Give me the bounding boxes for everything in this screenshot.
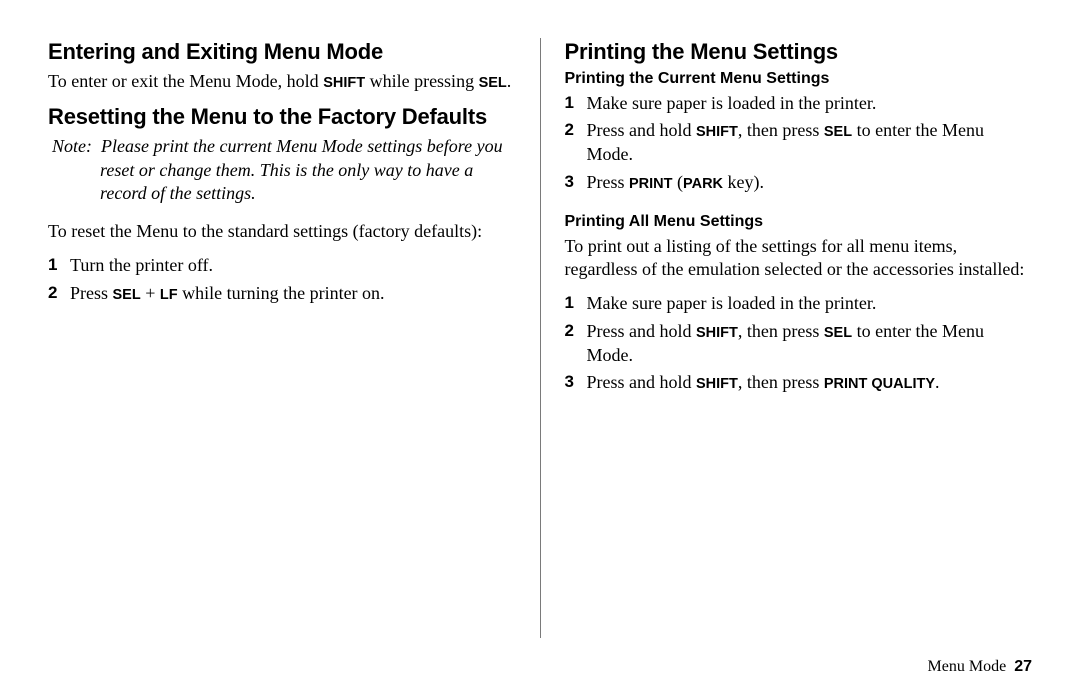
note-text: Please print the current Menu Mode setti… bbox=[100, 136, 503, 204]
list-item: Press and hold SHIFT, then press PRINT Q… bbox=[565, 371, 1033, 399]
key-sel: SEL bbox=[113, 287, 141, 303]
print-current-steps: Make sure paper is loaded in the printer… bbox=[565, 92, 1033, 199]
text: key). bbox=[723, 172, 764, 192]
key-park: PARK bbox=[683, 176, 723, 192]
key-shift: SHIFT bbox=[696, 325, 738, 341]
two-column-layout: Entering and Exiting Menu Mode To enter … bbox=[48, 38, 1032, 638]
key-shift: SHIFT bbox=[323, 75, 365, 91]
text: , then press bbox=[738, 120, 824, 140]
step-text: Turn the printer off. bbox=[70, 255, 213, 275]
step-text: Make sure paper is loaded in the printer… bbox=[587, 93, 877, 113]
key-lf: LF bbox=[160, 287, 178, 303]
text: , then press bbox=[738, 321, 824, 341]
heading-printing: Printing the Menu Settings bbox=[565, 38, 1033, 66]
text: Press bbox=[70, 283, 113, 303]
key-sel: SEL bbox=[479, 75, 507, 91]
list-item: Make sure paper is loaded in the printer… bbox=[565, 292, 1033, 320]
heading-resetting: Resetting the Menu to the Factory Defaul… bbox=[48, 103, 516, 131]
key-sel: SEL bbox=[824, 124, 852, 140]
text: To enter or exit the Menu Mode, hold bbox=[48, 71, 323, 91]
footer-section: Menu Mode bbox=[928, 658, 1007, 675]
column-divider bbox=[540, 38, 541, 638]
list-item: Make sure paper is loaded in the printer… bbox=[565, 92, 1033, 120]
key-shift: SHIFT bbox=[696, 376, 738, 392]
list-item: Press SEL + LF while turning the printer… bbox=[48, 282, 516, 310]
text: + bbox=[141, 283, 160, 303]
list-item: Press PRINT (PARK key). bbox=[565, 171, 1033, 199]
text: . bbox=[507, 71, 512, 91]
key-print-quality: PRINT QUALITY bbox=[824, 376, 935, 392]
key-sel: SEL bbox=[824, 325, 852, 341]
text: Press and hold bbox=[587, 372, 697, 392]
text: Press and hold bbox=[587, 120, 697, 140]
reset-steps: Turn the printer off. Press SEL + LF whi… bbox=[48, 254, 516, 310]
key-shift: SHIFT bbox=[696, 124, 738, 140]
list-item: Press and hold SHIFT, then press SEL to … bbox=[565, 119, 1033, 171]
reset-intro: To reset the Menu to the standard settin… bbox=[48, 220, 516, 244]
subheading-current: Printing the Current Menu Settings bbox=[565, 70, 1033, 88]
right-column: Printing the Menu Settings Printing the … bbox=[547, 38, 1033, 638]
key-print: PRINT bbox=[629, 176, 673, 192]
print-all-intro: To print out a listing of the settings f… bbox=[565, 235, 1033, 283]
list-item: Turn the printer off. bbox=[48, 254, 516, 282]
heading-entering-exiting: Entering and Exiting Menu Mode bbox=[48, 38, 516, 66]
print-all-steps: Make sure paper is loaded in the printer… bbox=[565, 292, 1033, 399]
text: while turning the printer on. bbox=[178, 283, 385, 303]
left-column: Entering and Exiting Menu Mode To enter … bbox=[48, 38, 534, 638]
text: . bbox=[935, 372, 940, 392]
text: ( bbox=[673, 172, 684, 192]
text: Press bbox=[587, 172, 630, 192]
subheading-all: Printing All Menu Settings bbox=[565, 213, 1033, 231]
text: Press and hold bbox=[587, 321, 697, 341]
step-text: Make sure paper is loaded in the printer… bbox=[587, 293, 877, 313]
page-footer: Menu Mode 27 bbox=[928, 658, 1032, 676]
note-label: Note: bbox=[52, 136, 101, 156]
enter-exit-instruction: To enter or exit the Menu Mode, hold SHI… bbox=[48, 70, 516, 94]
text: while pressing bbox=[365, 71, 478, 91]
page-number: 27 bbox=[1014, 658, 1032, 675]
manual-page: Entering and Exiting Menu Mode To enter … bbox=[0, 0, 1080, 698]
list-item: Press and hold SHIFT, then press SEL to … bbox=[565, 320, 1033, 372]
text: , then press bbox=[738, 372, 824, 392]
note-block: Note: Please print the current Menu Mode… bbox=[48, 135, 516, 206]
